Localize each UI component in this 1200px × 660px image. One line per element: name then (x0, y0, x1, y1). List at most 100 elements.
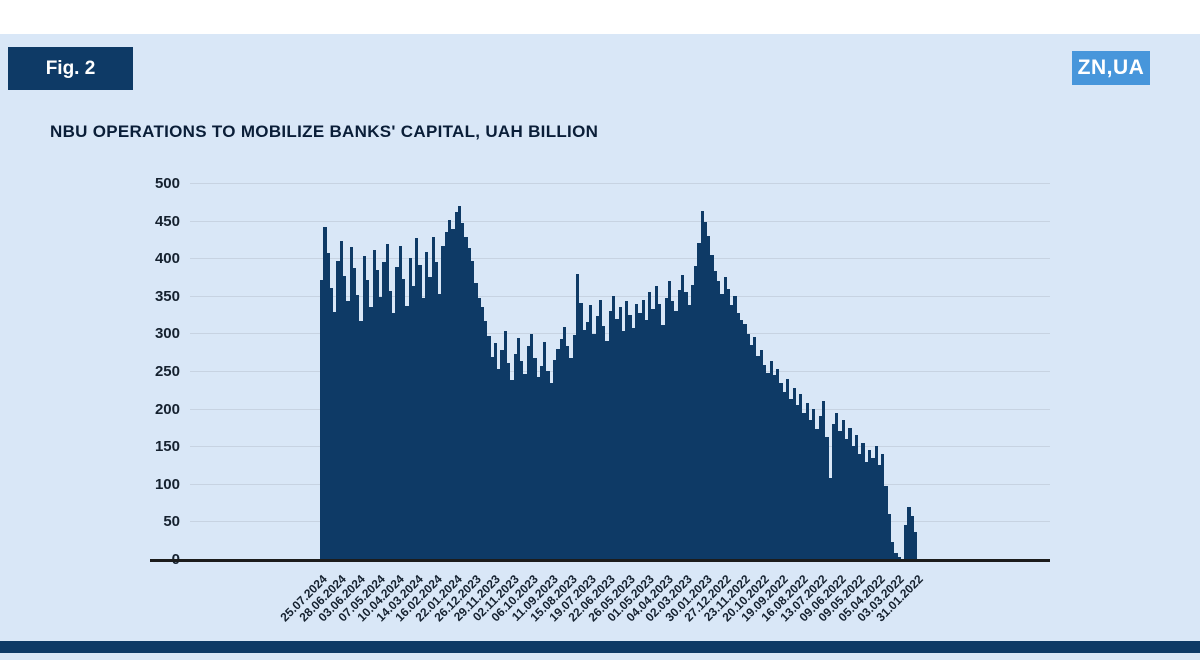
bar (480, 307, 485, 560)
bar (552, 359, 557, 560)
bar (746, 333, 750, 560)
chart-title: NBU OPERATIONS TO MOBILIZE BANKS' CAPITA… (50, 122, 599, 141)
bar (769, 361, 773, 560)
bar (648, 292, 652, 560)
bar (802, 412, 806, 560)
bar (864, 461, 868, 560)
y-tick-label: 300 (154, 325, 180, 343)
figure-badge: Fig. 2 (8, 47, 133, 90)
y-tick-label: 100 (154, 475, 180, 493)
bar (838, 431, 842, 560)
gridline (190, 183, 1050, 184)
bar (438, 293, 442, 560)
bar (441, 245, 445, 560)
bar (710, 254, 714, 560)
bar (365, 280, 370, 560)
bar (408, 257, 412, 560)
bar (897, 557, 901, 560)
y-tick-label: 350 (154, 287, 180, 305)
bar (854, 435, 859, 560)
bar (907, 506, 911, 560)
bar (543, 341, 547, 560)
bar (684, 292, 688, 560)
bar (425, 251, 429, 560)
bar (484, 320, 488, 560)
bar (871, 457, 875, 560)
bar (723, 277, 727, 560)
y-tick-label: 500 (154, 175, 180, 192)
bar (733, 296, 737, 560)
bar (884, 485, 888, 560)
bar (657, 303, 662, 560)
bar (369, 307, 373, 560)
bar (694, 265, 698, 560)
bar (749, 344, 754, 560)
bar (467, 247, 471, 560)
bar (454, 211, 458, 560)
bar (720, 293, 724, 560)
bar (848, 427, 852, 560)
logo-text: ZN,UA (1077, 56, 1145, 79)
bar (762, 365, 767, 560)
bar (556, 348, 560, 560)
bar (782, 391, 786, 560)
bar (602, 326, 606, 560)
bar (520, 361, 524, 560)
bar (894, 553, 898, 560)
bar (333, 311, 337, 560)
bar (329, 287, 334, 560)
bar (822, 401, 826, 560)
bar (598, 299, 603, 560)
bar (421, 298, 425, 560)
bar (667, 281, 672, 560)
bar (470, 260, 475, 560)
top-strip (0, 0, 1200, 34)
bar (575, 273, 580, 560)
y-tick-label: 50 (163, 513, 180, 531)
bar (451, 229, 455, 560)
bar (566, 346, 570, 560)
bar (654, 286, 658, 560)
bar (569, 358, 573, 560)
bar (608, 311, 613, 560)
bar (405, 305, 409, 560)
bar (536, 376, 540, 560)
bar (497, 369, 501, 560)
bar (677, 290, 681, 560)
bar (388, 290, 393, 560)
y-tick-label: 450 (154, 212, 180, 230)
bar (828, 478, 832, 560)
bar (595, 316, 599, 560)
bar (530, 333, 534, 560)
bar (913, 532, 918, 560)
bar (457, 205, 462, 560)
bar (867, 450, 872, 560)
bar (680, 275, 685, 560)
bar (808, 420, 813, 560)
bar (887, 514, 891, 560)
bar (818, 416, 823, 560)
bar (346, 301, 350, 560)
bar (339, 241, 343, 560)
bar (356, 295, 360, 560)
bar (539, 365, 544, 560)
bar (861, 442, 865, 560)
bar (795, 405, 800, 560)
bar-series (320, 184, 918, 560)
bar (792, 387, 796, 560)
bar (428, 277, 432, 560)
bar (799, 393, 803, 560)
bar (881, 453, 885, 560)
bar (825, 436, 829, 560)
bar (618, 307, 622, 560)
bar (572, 335, 576, 560)
bar (664, 297, 668, 560)
bar (772, 375, 777, 560)
bar (815, 429, 819, 560)
bar (503, 331, 508, 560)
bar (513, 353, 517, 560)
bar (831, 423, 836, 560)
bar (461, 223, 465, 560)
bar (759, 350, 763, 560)
bar (326, 253, 330, 560)
